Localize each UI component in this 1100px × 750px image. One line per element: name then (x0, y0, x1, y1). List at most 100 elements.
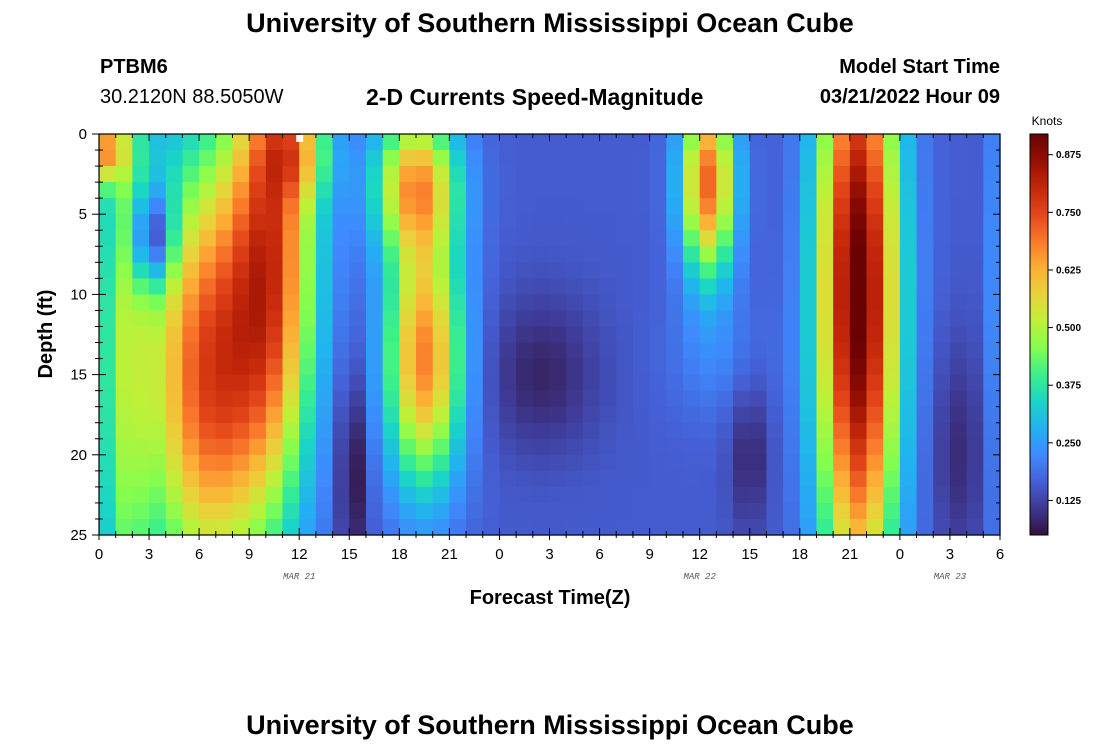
heatmap-cell (232, 310, 250, 328)
heatmap-cell (749, 166, 768, 183)
heatmap-cell (833, 518, 851, 536)
heatmap-cell (449, 438, 467, 456)
heatmap-cell (99, 278, 117, 295)
heatmap-cell (199, 326, 217, 344)
heatmap-cell (682, 246, 701, 263)
heatmap-cell (482, 502, 501, 520)
heatmap-cell (365, 518, 384, 536)
heatmap-cell (983, 150, 1001, 167)
heatmap-cell (582, 310, 601, 328)
heatmap-cell (949, 326, 968, 344)
colorbar-tick-label: 0.625 (1056, 265, 1081, 276)
heatmap-cell (482, 486, 501, 504)
heatmap-cell (182, 262, 200, 279)
heatmap-cell (315, 214, 334, 231)
heatmap-cell (666, 406, 684, 424)
heatmap-cell (432, 406, 450, 424)
heatmap-cell (682, 230, 701, 247)
heatmap-cell (549, 310, 567, 328)
heatmap-cell (149, 150, 167, 167)
heatmap-cell (432, 310, 450, 328)
heatmap-cell (265, 294, 284, 312)
heatmap-cell (933, 438, 951, 456)
heatmap-cell (966, 422, 984, 440)
heatmap-cell (749, 150, 768, 167)
heatmap-cell (899, 166, 918, 183)
heatmap-cell (365, 342, 384, 360)
heatmap-cell (332, 438, 350, 456)
heatmap-cell (799, 326, 818, 344)
heatmap-cell (566, 182, 584, 199)
heatmap-cell (299, 198, 317, 215)
heatmap-cell (249, 438, 267, 456)
heatmap-cell (349, 214, 367, 231)
heatmap-cell (299, 262, 317, 279)
heatmap-cell (349, 278, 367, 295)
heatmap-cell (182, 326, 200, 344)
heatmap-cell (682, 182, 701, 199)
heatmap-cell (132, 502, 150, 520)
heatmap-cell (966, 150, 984, 167)
y-tick-label: 0 (79, 126, 87, 143)
heatmap-cell (682, 502, 701, 520)
heatmap-cell (666, 278, 684, 295)
heatmap-cell (232, 374, 250, 392)
heatmap-cell (666, 182, 684, 199)
heatmap-cell (282, 230, 300, 247)
heatmap-cell (716, 454, 734, 472)
heatmap-cell (99, 470, 117, 488)
heatmap-cell (883, 166, 901, 183)
heatmap-cell (883, 438, 901, 456)
x-tick-label: 15 (741, 546, 758, 563)
heatmap-cell (966, 262, 984, 279)
heatmap-cell (699, 454, 717, 472)
heatmap-cell (849, 438, 868, 456)
heatmap-cell (165, 422, 184, 440)
heatmap-cell (749, 454, 768, 472)
heatmap-cell (482, 422, 501, 440)
heatmap-cell (132, 230, 150, 247)
heatmap-cell (215, 214, 234, 231)
heatmap-cell (566, 294, 584, 312)
heatmap-cell (899, 230, 918, 247)
x-tick-label: 21 (841, 546, 858, 563)
heatmap-cell (866, 246, 884, 263)
page-title: University of Southern Mississippi Ocean… (246, 8, 854, 38)
heatmap-cell (883, 454, 901, 472)
heatmap-cell (265, 502, 284, 520)
heatmap-cell (716, 470, 734, 488)
heatmap-cell (199, 374, 217, 392)
heatmap-cell (332, 262, 350, 279)
heatmap-cell (382, 486, 400, 504)
heatmap-cell (766, 198, 784, 215)
heatmap-cell (416, 278, 434, 295)
heatmap-cell (265, 150, 284, 167)
heatmap-cell (532, 342, 551, 360)
heatmap-cell (482, 438, 501, 456)
heatmap-cell (616, 374, 634, 392)
heatmap-cell (532, 454, 551, 472)
heatmap-cell (365, 358, 384, 376)
heatmap-cell (382, 358, 400, 376)
heatmap-cell (899, 518, 918, 536)
heatmap-cell (899, 374, 918, 392)
heatmap-cell (666, 438, 684, 456)
heatmap-cell (632, 342, 651, 360)
heatmap-cell (549, 230, 567, 247)
heatmap-cell (983, 262, 1001, 279)
heatmap-cell (115, 150, 133, 167)
heatmap-cell (632, 390, 651, 408)
heatmap-cell (232, 134, 250, 151)
heatmap-cell (182, 134, 200, 151)
heatmap-cell (482, 326, 501, 344)
heatmap-cell (215, 150, 234, 167)
heatmap-cell (499, 422, 517, 440)
heatmap-cell (799, 486, 818, 504)
heatmap-cell (916, 278, 934, 295)
heatmap-cell (132, 406, 150, 424)
heatmap-cell (783, 166, 801, 183)
heatmap-cell (165, 230, 184, 247)
heatmap-cell (566, 326, 584, 344)
heatmap-cell (966, 310, 984, 328)
heatmap-cell (482, 198, 501, 215)
